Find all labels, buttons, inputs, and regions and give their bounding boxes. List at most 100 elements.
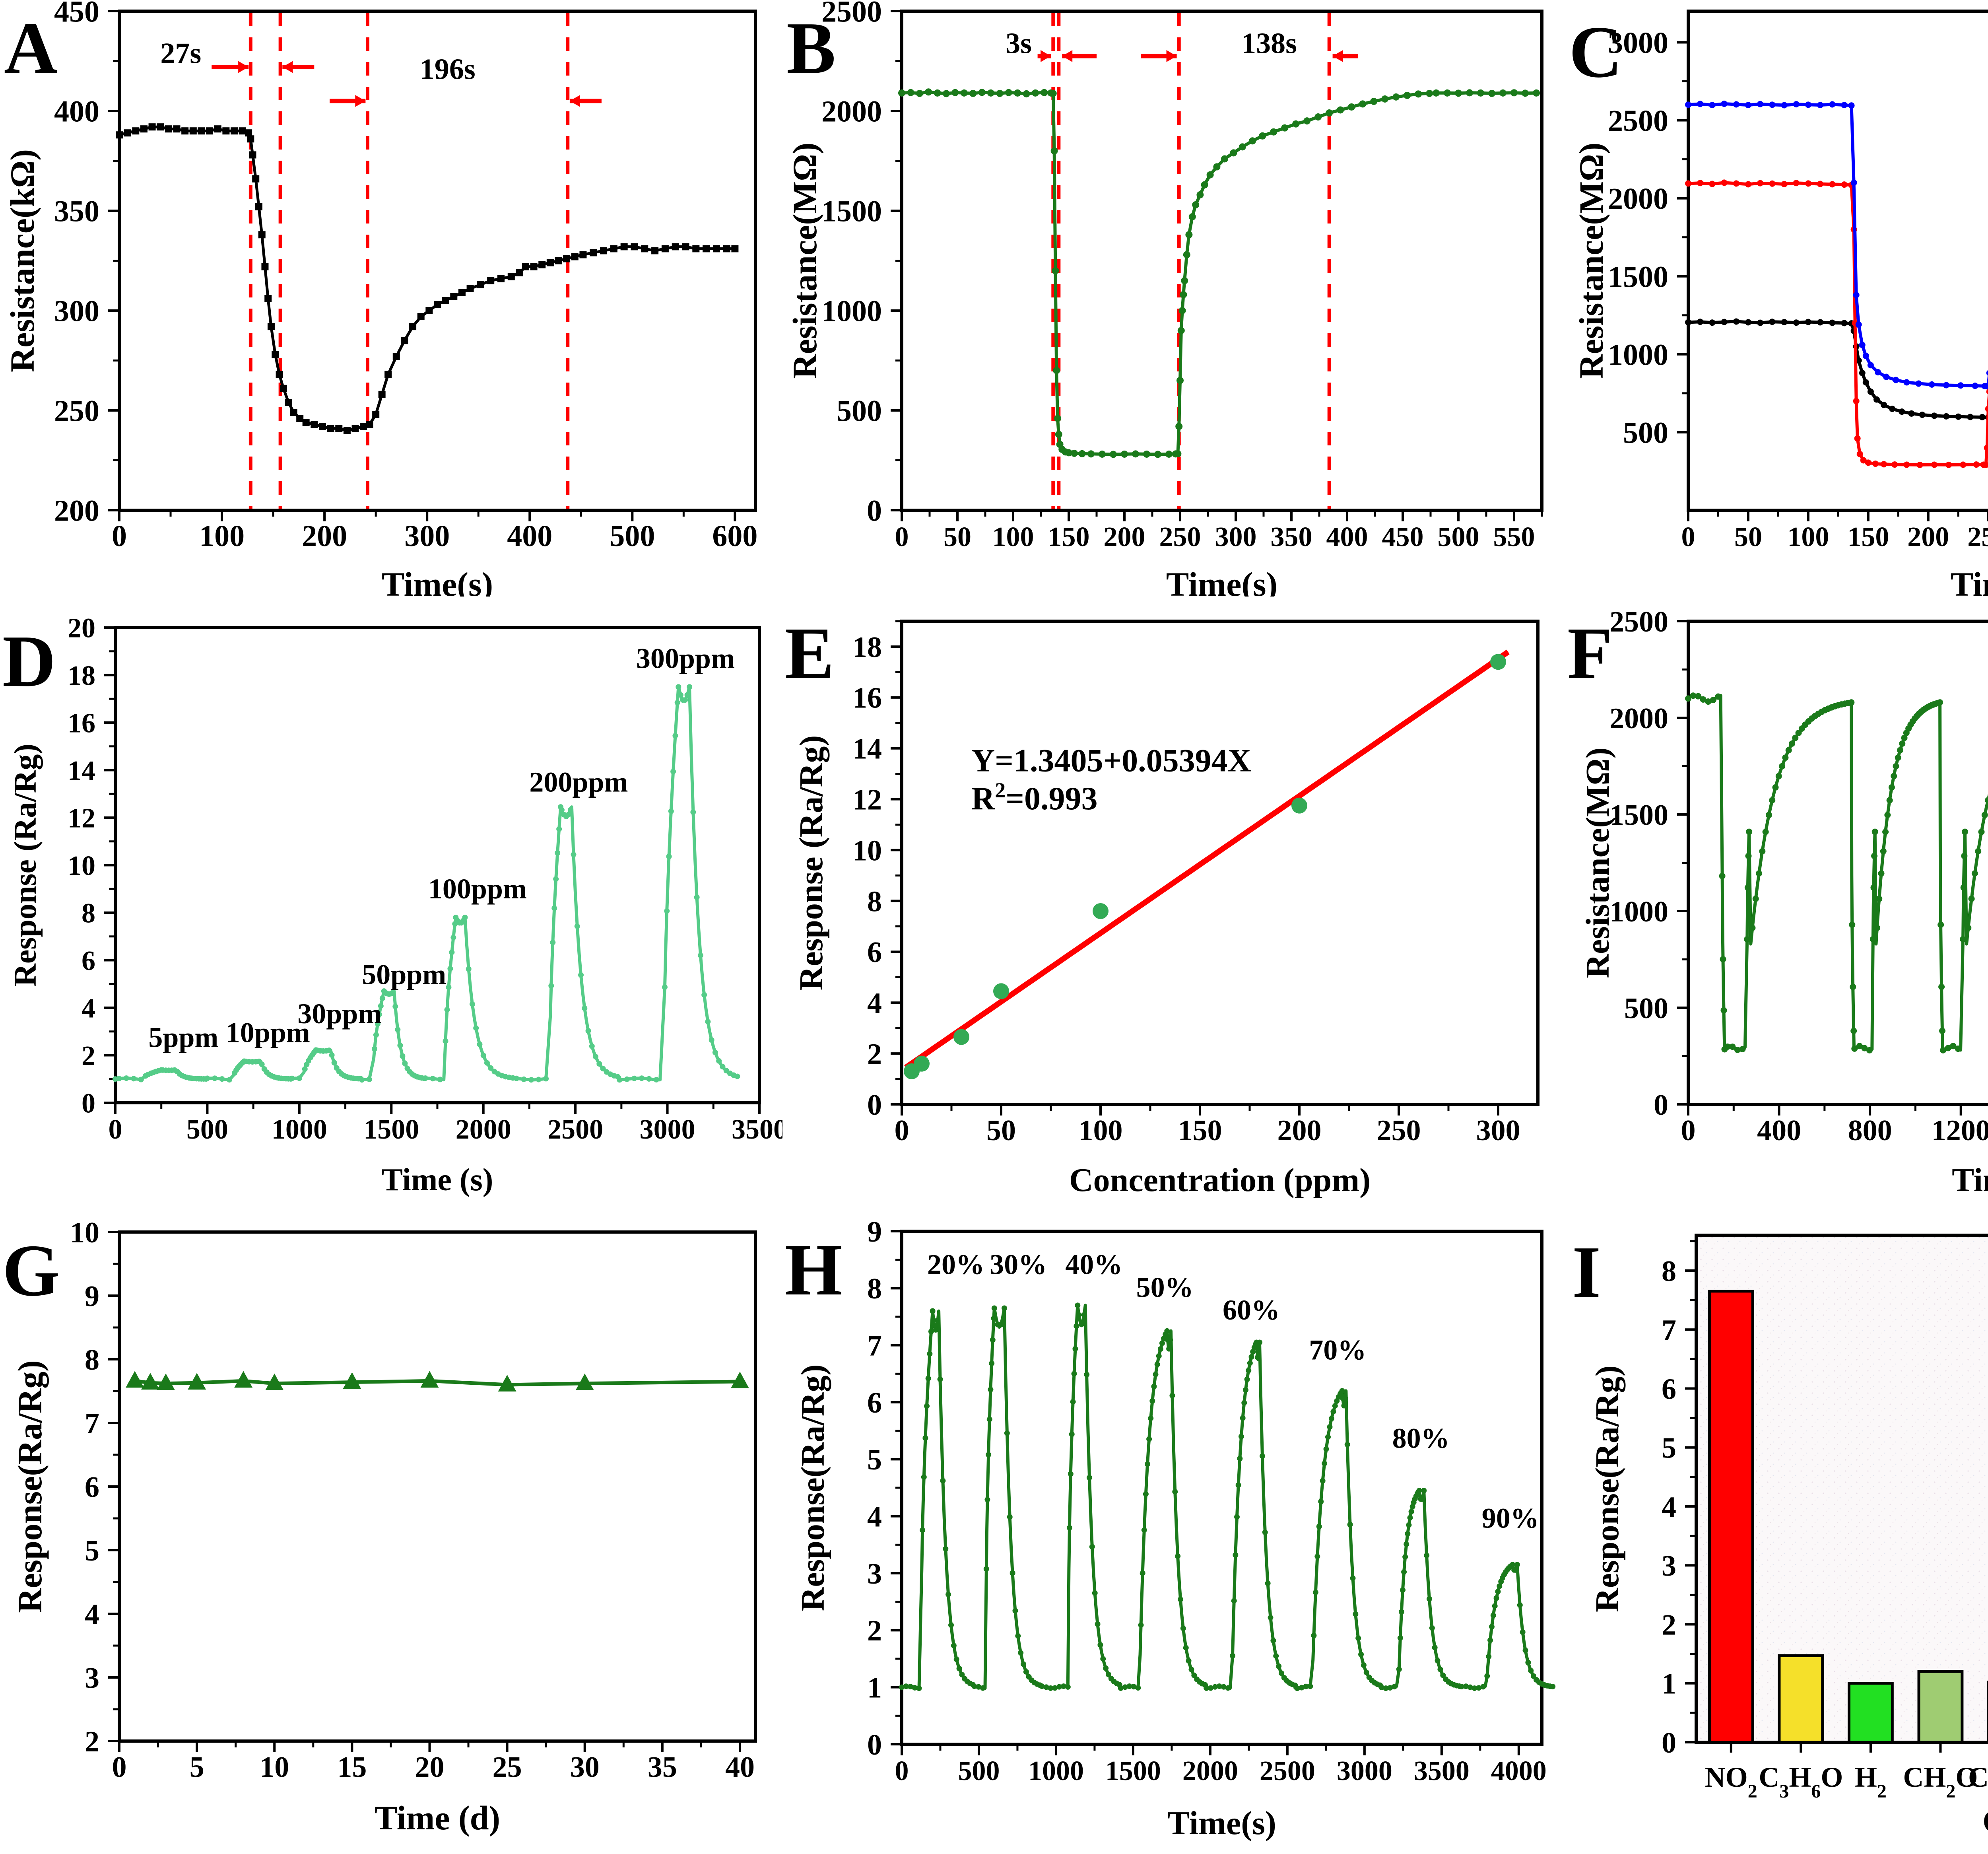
- category-labels: NO2C3H6OH2CH2OC2H6OCONH3SO2O3: [1705, 1742, 1988, 1802]
- bar-C3H6O[interactable]: [1778, 1654, 1824, 1744]
- svg-text:300: 300: [54, 295, 99, 328]
- bar-CH2O[interactable]: [1917, 1670, 1964, 1744]
- plot-border: [900, 620, 1540, 1106]
- svg-text:300: 300: [1215, 522, 1257, 552]
- annotation-arrowhead: [1041, 50, 1051, 62]
- svg-text:400: 400: [1757, 1114, 1801, 1147]
- humidity-label: 30%: [990, 1249, 1047, 1281]
- annotation-arrowhead: [1332, 50, 1343, 62]
- svg-text:3: 3: [1662, 1550, 1676, 1582]
- annotation-text: 196s: [420, 53, 476, 86]
- svg-text:2: 2: [867, 1615, 882, 1647]
- svg-text:20: 20: [68, 613, 95, 644]
- annotation-text: 138s: [1241, 27, 1297, 60]
- svg-text:25: 25: [493, 1751, 522, 1784]
- axes-frame: [900, 1230, 1543, 1746]
- svg-text:1000: 1000: [272, 1114, 327, 1145]
- fit-equation: Y=1.3405+0.05394X: [971, 742, 1251, 778]
- x-axis-label: Time(s): [1166, 565, 1277, 597]
- x-axis-label: Time(s): [1167, 1805, 1276, 1842]
- bar-H2[interactable]: [1847, 1682, 1894, 1744]
- panel-letter-A: A: [4, 7, 57, 89]
- axes-frame: [118, 10, 757, 512]
- annotation-text: 27s: [160, 37, 201, 70]
- concentration-label: 50ppm: [362, 958, 446, 990]
- svg-text:5: 5: [85, 1535, 99, 1567]
- svg-text:18: 18: [68, 661, 95, 691]
- svg-text:2000: 2000: [1609, 702, 1668, 735]
- y-axis-label: Response(Ra/Rg): [794, 1364, 831, 1611]
- svg-text:400: 400: [54, 95, 99, 128]
- svg-text:250: 250: [1159, 522, 1201, 552]
- scatter-point: [1093, 903, 1109, 919]
- svg-text:350: 350: [1271, 522, 1312, 552]
- annotation-arrowhead: [355, 95, 366, 107]
- plot-border: [900, 1230, 1543, 1746]
- concentration-label: 10ppm: [226, 1017, 310, 1049]
- svg-text:3500: 3500: [732, 1114, 782, 1145]
- svg-text:1000: 1000: [1608, 338, 1668, 371]
- svg-text:0: 0: [82, 1088, 95, 1119]
- panel-D: 0 500 1000 1500 2000 2500 3000 3500 0 2 4 6 8 10 12 14 1…: [0, 597, 782, 1201]
- y-axis-label: Response (Ra/Rg): [793, 735, 830, 991]
- panel-letter-B: B: [786, 7, 836, 89]
- bar-NO2[interactable]: [1708, 1290, 1754, 1744]
- svg-text:100: 100: [1787, 522, 1829, 552]
- humidity-label: 90%: [1482, 1502, 1539, 1534]
- svg-text:10: 10: [68, 851, 95, 881]
- svg-text:3000: 3000: [1337, 1756, 1392, 1786]
- svg-text:2000: 2000: [456, 1114, 511, 1145]
- x-axis-label: Time (d): [375, 1799, 500, 1837]
- chart-canvas: 0 50 100 150 200 250 300 0 2 4 6 8 10 12 14 16 18 Concent…: [793, 620, 1540, 1199]
- y-axis-label: Response(Ra/Rg): [11, 1360, 49, 1613]
- data-markers: [1685, 692, 1988, 1053]
- axes-frame: [118, 1230, 757, 1743]
- svg-text:9: 9: [867, 1216, 882, 1248]
- svg-text:14: 14: [852, 733, 882, 766]
- scatter-point: [993, 983, 1009, 999]
- x-axis-ticks: 0 5 10 15 20 25 30 35 40: [112, 1741, 755, 1784]
- svg-text:0: 0: [1662, 1727, 1676, 1759]
- svg-text:200: 200: [1907, 522, 1949, 552]
- svg-text:1500: 1500: [1609, 799, 1668, 832]
- concentration-label: 5ppm: [148, 1022, 218, 1053]
- data-line: [901, 1304, 1553, 1690]
- scatter-point: [1490, 654, 1506, 670]
- series-CuO-PANI-2: [1685, 179, 1988, 468]
- x-category-label: CH2O: [1903, 1761, 1978, 1802]
- humidity-labels: 20% 30% 40% 50% 60% 70% 80% 90%: [927, 1249, 1539, 1534]
- svg-text:500: 500: [1624, 992, 1668, 1025]
- svg-text:300: 300: [1476, 1114, 1520, 1147]
- panel-B: 0 50 100 150 200 250 300 350 400 450 500 550 0 500 100…: [782, 0, 1565, 597]
- data-markers: [1685, 179, 1988, 468]
- x-category-label: H2: [1855, 1761, 1887, 1802]
- svg-text:20: 20: [415, 1751, 444, 1784]
- svg-text:5: 5: [190, 1751, 204, 1784]
- axes-frame: [1687, 10, 1988, 512]
- humidity-label: 40%: [1065, 1249, 1122, 1281]
- panel-letter-D: D: [2, 620, 56, 702]
- svg-text:550: 550: [1493, 522, 1535, 552]
- y-axis-ticks: 0 1 2 3 4 5 6 7 8 9: [867, 1216, 902, 1761]
- svg-text:600: 600: [712, 519, 757, 553]
- y-axis-label: Response(Ra/Rg): [1589, 1365, 1626, 1612]
- svg-text:4000: 4000: [1491, 1756, 1547, 1786]
- svg-text:250: 250: [54, 395, 99, 428]
- svg-text:250: 250: [1967, 522, 1988, 552]
- chart-canvas: 0 500 1000 1500 2000 2500 3000 3500 4000 0 1 2 3 4 5 6 7…: [794, 1216, 1556, 1842]
- svg-text:3500: 3500: [1414, 1756, 1470, 1786]
- svg-text:8: 8: [82, 898, 95, 929]
- svg-text:100: 100: [992, 522, 1034, 552]
- svg-text:10: 10: [260, 1751, 289, 1784]
- y-axis-ticks: 2 3 4 5 6 7 8 9 10: [70, 1217, 119, 1758]
- data-markers: [1685, 318, 1988, 421]
- svg-text:0: 0: [112, 519, 127, 553]
- annotations: 27s 196s: [160, 13, 602, 509]
- x-category-label: C3H6O: [1759, 1761, 1843, 1802]
- panel-letter-C: C: [1569, 11, 1622, 93]
- svg-text:10: 10: [70, 1217, 99, 1249]
- svg-text:50: 50: [1734, 522, 1762, 552]
- data-markers: [898, 88, 1540, 458]
- svg-text:0: 0: [867, 1729, 882, 1761]
